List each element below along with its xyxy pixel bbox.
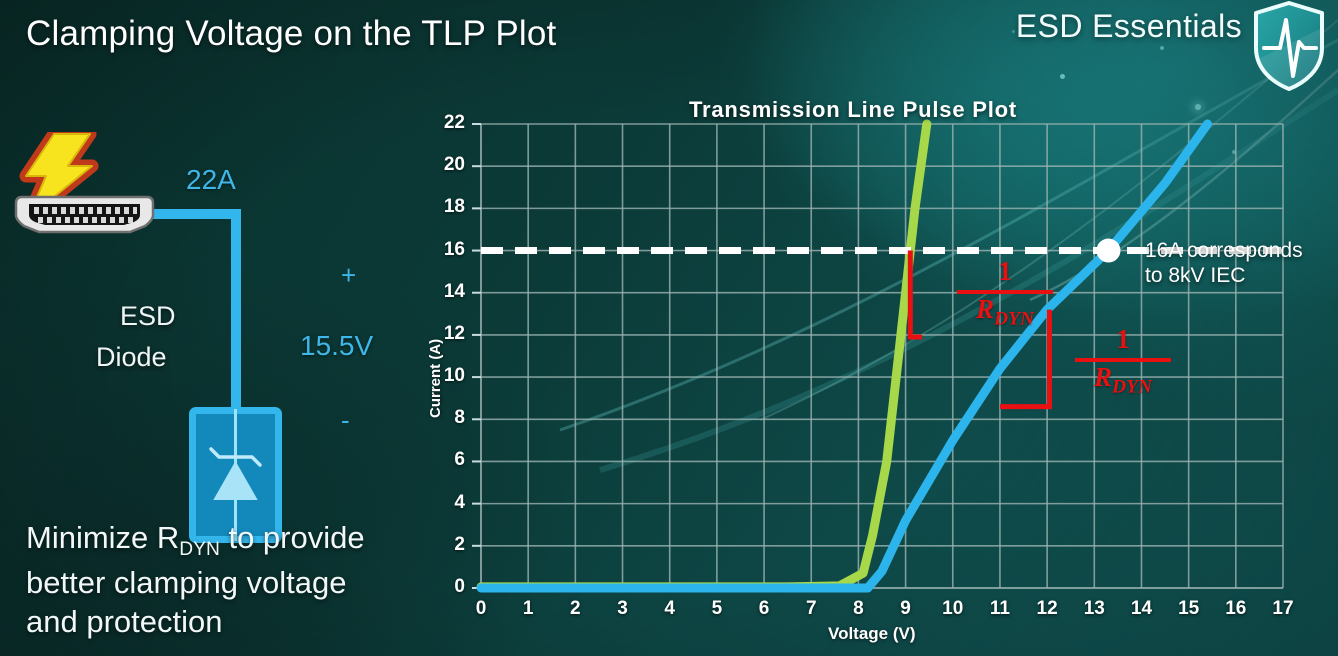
- y-tick-label: 0: [454, 576, 465, 597]
- x-tick-label: 15: [1178, 598, 1200, 619]
- summary-line-1: Minimize RDYN to provide: [26, 518, 365, 563]
- tvs-diode-icon: [209, 409, 262, 541]
- y-tick-label: 22: [443, 112, 465, 133]
- circuit-wiring: [150, 209, 241, 407]
- x-tick-label: 9: [900, 598, 911, 619]
- clamping-point-marker: [1096, 238, 1121, 263]
- device-label-line1: ESD: [120, 301, 176, 331]
- callout-annotation: 16A corresponds to 8kV IEC: [1145, 238, 1303, 288]
- shield-heartbeat-icon: [1254, 1, 1324, 91]
- summary-line1-post: to provide: [219, 520, 365, 555]
- x-tick-label: 16: [1225, 598, 1247, 619]
- y-tick-label: 8: [454, 407, 465, 429]
- x-tick-label: 5: [711, 598, 723, 619]
- denominator-subscript: DYN: [1112, 376, 1152, 398]
- fraction-bar: [957, 290, 1053, 294]
- summary-text: Minimize RDYN to provide better clamping…: [26, 518, 365, 642]
- x-tick-label: 1: [522, 598, 534, 619]
- summary-line-3: and protection: [26, 604, 223, 640]
- summary-line1-sub: DYN: [179, 539, 220, 561]
- x-tick-label: 7: [805, 598, 817, 619]
- chart-x-axis-label: Voltage (V): [828, 624, 916, 643]
- device-label-line2: Diode: [96, 342, 167, 372]
- x-tick-label: 14: [1130, 598, 1153, 619]
- spark-dot: [1060, 74, 1065, 79]
- polarity-minus-label: -: [341, 405, 350, 435]
- y-tick-label: 18: [443, 196, 465, 218]
- callout-line-1: 16A corresponds: [1145, 239, 1303, 262]
- x-tick-label: 3: [617, 598, 628, 619]
- y-tick-label: 16: [443, 238, 465, 260]
- x-tick-label: 12: [1036, 598, 1058, 619]
- y-tick-label: 10: [443, 365, 465, 387]
- chart-annotation-brackets: [907, 250, 1052, 410]
- esd-protection-diagram: 22A 15.5V + - ESD Diode: [0, 132, 430, 543]
- polarity-plus-label: +: [341, 260, 357, 290]
- brand-label: ESD Essentials: [1015, 8, 1242, 44]
- clamp-voltage-label: 15.5V: [300, 330, 374, 361]
- x-tick-label: 0: [475, 598, 487, 619]
- x-tick-label: 13: [1083, 598, 1105, 619]
- denominator-base: R: [976, 294, 995, 324]
- y-tick-label: 6: [454, 449, 465, 471]
- x-tick-label: 6: [758, 598, 770, 619]
- x-tick-label: 8: [853, 598, 864, 619]
- current-label: 22A: [186, 164, 236, 195]
- spark-dot: [1160, 46, 1164, 50]
- slope-annotation-green: 1 RDYN: [957, 258, 1053, 330]
- x-tick-label: 2: [570, 598, 581, 619]
- summary-line-2: better clamping voltage: [26, 564, 347, 600]
- y-tick-label: 12: [443, 322, 465, 344]
- spark-dot: [1098, 18, 1101, 21]
- x-tick-label: 4: [664, 598, 675, 619]
- x-tick-label: 11: [989, 598, 1010, 619]
- page-title: Clamping Voltage on the TLP Plot: [26, 14, 557, 53]
- y-tick-label: 20: [443, 154, 465, 176]
- spark-dot: [1232, 150, 1236, 154]
- fraction-denominator: RDYN: [1075, 363, 1171, 398]
- y-tick-label: 14: [443, 280, 465, 302]
- fraction-numerator: 1: [1116, 324, 1130, 354]
- fraction-bar: [1075, 358, 1171, 362]
- summary-line1-pre: Minimize R: [26, 520, 180, 555]
- chart-title: Transmission Line Pulse Plot: [689, 97, 1018, 122]
- slope-annotation-blue: 1 RDYN: [1075, 326, 1171, 398]
- y-tick-label: 4: [454, 491, 465, 513]
- x-tick-label: 17: [1272, 598, 1294, 619]
- spark-dot: [1195, 104, 1201, 110]
- denominator-base: R: [1094, 362, 1113, 392]
- fraction-numerator: 1: [998, 256, 1012, 286]
- spark-dot: [1012, 30, 1015, 33]
- hdmi-connector-icon: [14, 195, 155, 234]
- denominator-subscript: DYN: [994, 308, 1034, 330]
- callout-line-2: to 8kV IEC: [1145, 264, 1246, 288]
- x-tick-label: 10: [942, 598, 964, 619]
- fraction-denominator: RDYN: [957, 295, 1053, 330]
- y-tick-label: 2: [454, 533, 465, 555]
